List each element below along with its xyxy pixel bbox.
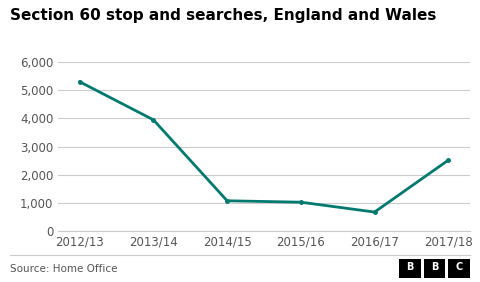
Text: Section 60 stop and searches, England and Wales: Section 60 stop and searches, England an… — [10, 8, 436, 23]
Text: B: B — [406, 263, 414, 272]
FancyBboxPatch shape — [399, 259, 420, 278]
FancyBboxPatch shape — [448, 259, 469, 278]
Text: C: C — [455, 263, 463, 272]
Text: B: B — [431, 263, 438, 272]
FancyBboxPatch shape — [423, 259, 445, 278]
Text: Source: Home Office: Source: Home Office — [10, 264, 117, 274]
